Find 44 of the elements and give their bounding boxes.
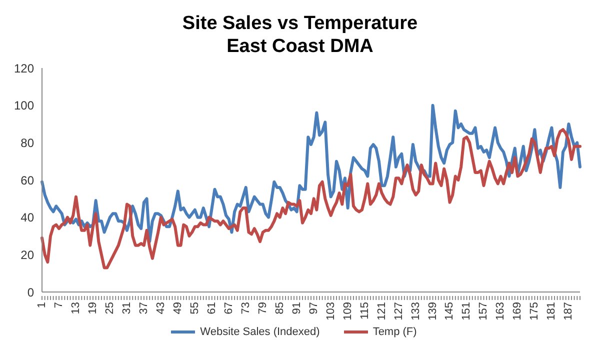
y-tick-label: 60 bbox=[20, 173, 34, 188]
x-tick-label: 13 bbox=[70, 302, 82, 314]
x-tick-label: 19 bbox=[86, 302, 99, 314]
x-tick-label: 85 bbox=[274, 302, 286, 314]
x-tick-label: 157 bbox=[478, 302, 490, 320]
x-tick-label: 43 bbox=[154, 302, 167, 314]
x-tick-label: 97 bbox=[308, 302, 320, 314]
x-tick-label: 181 bbox=[546, 302, 558, 320]
x-tick-label: 163 bbox=[494, 302, 507, 320]
y-tick-label: 0 bbox=[27, 285, 34, 300]
chart-title: Site Sales vs Temperature bbox=[181, 12, 419, 35]
legend-label: Temp (F) bbox=[372, 326, 417, 338]
x-tick-label: 145 bbox=[444, 302, 456, 320]
x-tick-label: 61 bbox=[206, 302, 218, 314]
y-tick-label: 120 bbox=[14, 61, 34, 76]
x-tick-label: 31 bbox=[120, 302, 133, 314]
y-tick-label: 20 bbox=[20, 248, 34, 262]
x-tick-label: 109 bbox=[342, 302, 354, 320]
x-tick-label: 1 bbox=[36, 302, 48, 308]
x-tick-label: 115 bbox=[358, 302, 371, 320]
x-tick-label: 37 bbox=[138, 302, 150, 314]
x-tick-label: 139 bbox=[426, 302, 439, 320]
x-tick-label: 103 bbox=[324, 302, 337, 320]
legend-label: Website Sales (Indexed) bbox=[200, 326, 320, 338]
y-tick-label: 80 bbox=[20, 136, 34, 150]
y-tick-label: 100 bbox=[14, 98, 34, 113]
x-tick-label: 25 bbox=[104, 302, 116, 314]
x-tick-label: 175 bbox=[528, 302, 541, 320]
x-tick-label: 91 bbox=[290, 302, 303, 314]
x-tick-label: 55 bbox=[188, 302, 201, 314]
x-tick-label: 49 bbox=[172, 302, 184, 314]
chart-subtitle: East Coast DMA bbox=[226, 35, 374, 58]
x-tick-label: 133 bbox=[410, 302, 422, 320]
x-tick-label: 67 bbox=[222, 302, 235, 314]
x-tick-label: 127 bbox=[392, 302, 405, 320]
x-tick-label: 121 bbox=[376, 302, 388, 320]
x-tick-label: 187 bbox=[562, 302, 575, 320]
x-tick-label: 169 bbox=[512, 302, 524, 320]
x-tick-label: 151 bbox=[460, 302, 473, 320]
y-tick-label: 40 bbox=[20, 210, 34, 225]
x-tick-label: 73 bbox=[240, 302, 252, 314]
x-tick-label: 79 bbox=[256, 302, 269, 314]
line-series bbox=[40, 128, 582, 270]
x-tick-label: 7 bbox=[52, 302, 65, 308]
